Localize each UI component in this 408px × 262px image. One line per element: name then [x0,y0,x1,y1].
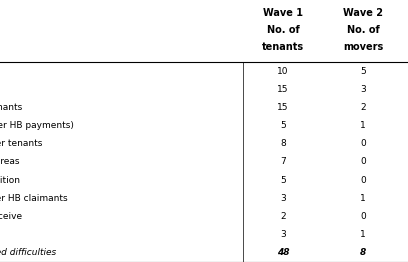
Text: 10: 10 [277,67,289,76]
Text: 5: 5 [360,67,366,76]
Text: Landlords unwilling to let to HB claimants: Landlords unwilling to let to HB claiman… [0,103,22,112]
Text: 1: 1 [360,230,366,239]
Text: 3: 3 [280,230,286,239]
Text: 0: 0 [360,139,366,148]
Text: 8: 8 [360,248,366,257]
Text: 0: 0 [360,157,366,166]
Text: 0: 0 [360,176,366,185]
Text: Wave 2: Wave 2 [343,8,383,18]
Text: Hard to understand what HB I will receive: Hard to understand what HB I will receiv… [0,212,22,221]
Text: 2: 2 [280,212,286,221]
Text: No. of: No. of [347,25,379,35]
Text: Competition from / losing out to other tenants: Competition from / losing out to other t… [0,139,42,148]
Text: 5: 5 [280,176,286,185]
Text: movers: movers [343,42,383,52]
Text: 2: 2 [360,103,366,112]
Text: 1: 1 [360,194,366,203]
Text: tenants: tenants [262,42,304,52]
Text: Wave 1: Wave 1 [263,8,303,18]
Text: 5: 5 [280,121,286,130]
Text: No. of: No. of [266,25,299,35]
Text: 3: 3 [280,194,286,203]
Text: Base: LHA claimants who encountered difficulties: Base: LHA claimants who encountered diff… [0,248,56,257]
Text: Properties available are in poor condition: Properties available are in poor conditi… [0,176,20,185]
Text: 1: 1 [360,121,366,130]
Text: 3: 3 [360,85,366,94]
Text: 7: 7 [280,157,286,166]
Text: Rents unaffordable (due to low / lower HB payments): Rents unaffordable (due to low / lower H… [0,121,74,130]
Text: 48: 48 [277,248,289,257]
Text: 15: 15 [277,103,289,112]
Text: Competition from / losing out to other HB claimants: Competition from / losing out to other H… [0,194,68,203]
Text: 8: 8 [280,139,286,148]
Text: Couldn't afford properties in better areas: Couldn't afford properties in better are… [0,157,20,166]
Text: 15: 15 [277,85,289,94]
Text: 0: 0 [360,212,366,221]
